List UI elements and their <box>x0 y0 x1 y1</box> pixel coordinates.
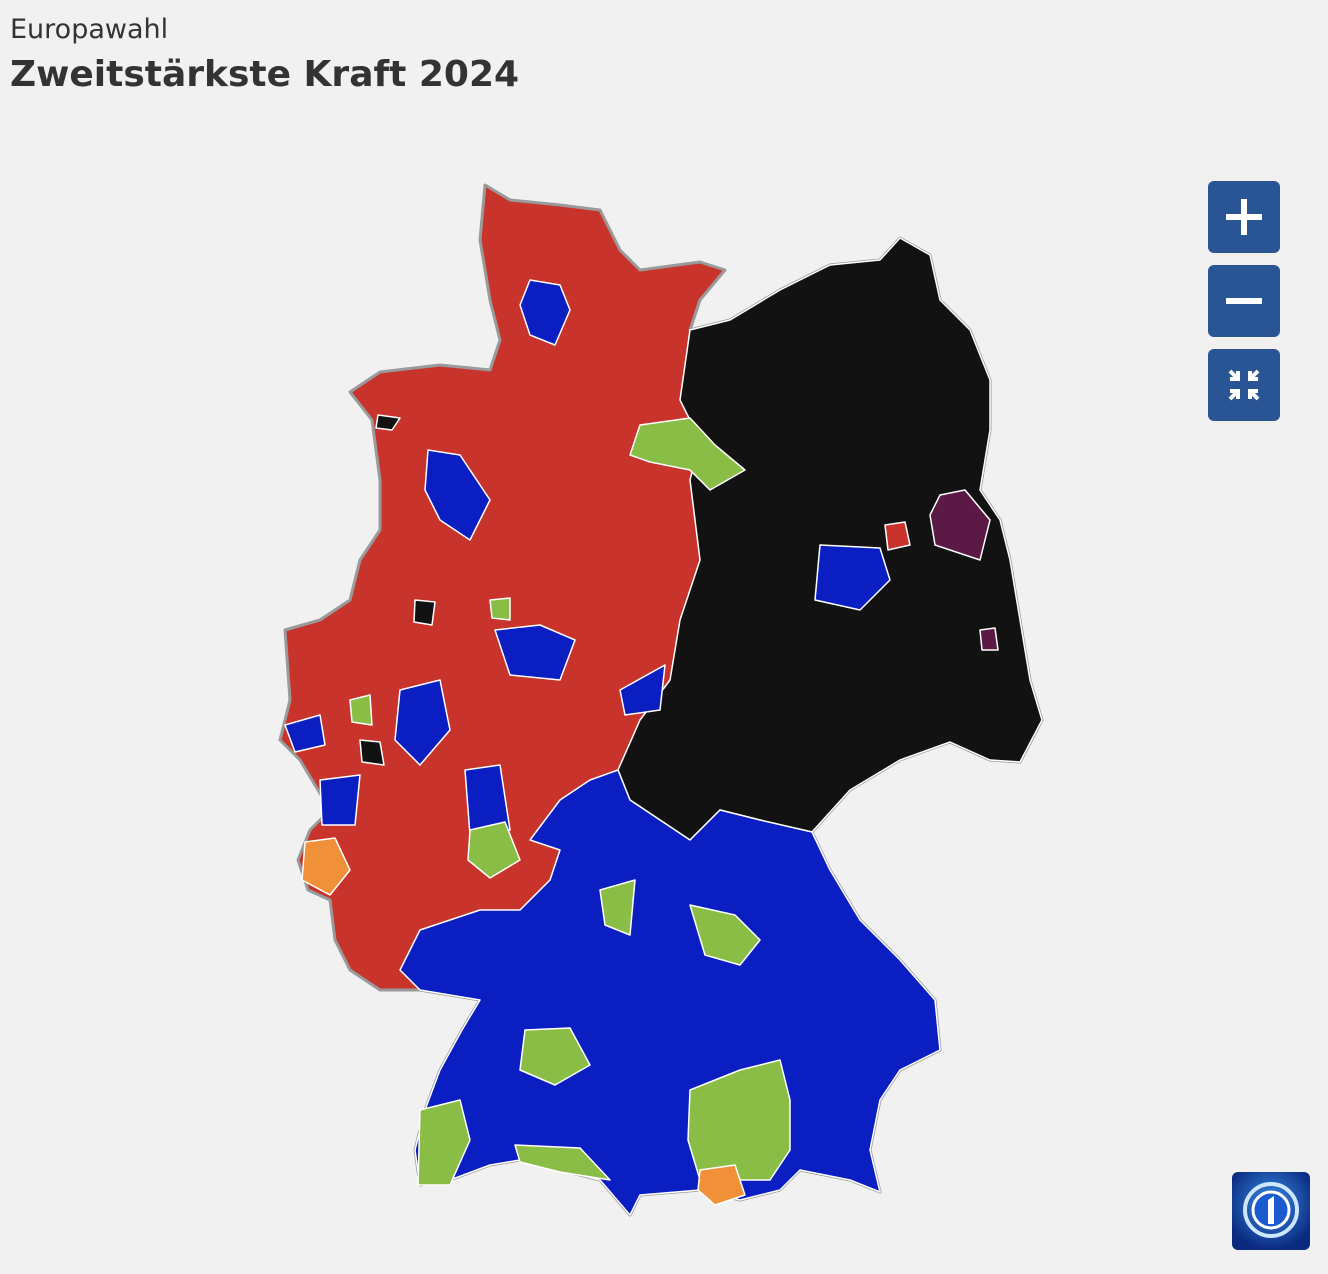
region-patch <box>697 1164 746 1206</box>
region-patch <box>413 599 436 626</box>
region-south <box>399 769 941 1216</box>
zoom-out-icon <box>1226 298 1262 304</box>
zoom-out-button[interactable] <box>1208 265 1280 337</box>
region-patch <box>489 597 511 621</box>
region-patch <box>301 837 351 896</box>
region-patch <box>417 1099 471 1186</box>
region-patch <box>519 279 571 346</box>
region-patch <box>599 879 636 936</box>
reset-button[interactable] <box>1208 349 1280 421</box>
region-east <box>617 237 1043 841</box>
region-patch <box>814 544 891 611</box>
region-patch <box>394 679 451 766</box>
region-patch <box>514 1144 611 1181</box>
region-patch <box>494 624 576 681</box>
zoom-in-button[interactable] <box>1208 181 1280 253</box>
region-patch <box>284 714 326 753</box>
region-patch <box>687 1059 791 1181</box>
region-patch <box>689 904 761 966</box>
region-patch <box>979 627 999 651</box>
reset-icon <box>1228 369 1260 401</box>
subtitle: Europawahl <box>10 14 169 45</box>
logo[interactable] <box>1232 1172 1312 1252</box>
region-patch <box>467 821 521 879</box>
region-patch <box>619 664 666 716</box>
region-patch <box>884 521 911 551</box>
region-patch <box>359 739 385 766</box>
region-patch <box>375 414 401 431</box>
region-patch <box>349 694 373 726</box>
region-patch <box>929 489 991 561</box>
region-patch <box>464 764 511 836</box>
region-patch <box>519 1027 591 1086</box>
title: Zweitstärkste Kraft 2024 <box>10 54 520 95</box>
region-patch <box>629 417 746 491</box>
region-patch <box>424 449 491 541</box>
region-patch <box>319 774 361 826</box>
zoom-in-icon <box>1226 199 1262 235</box>
